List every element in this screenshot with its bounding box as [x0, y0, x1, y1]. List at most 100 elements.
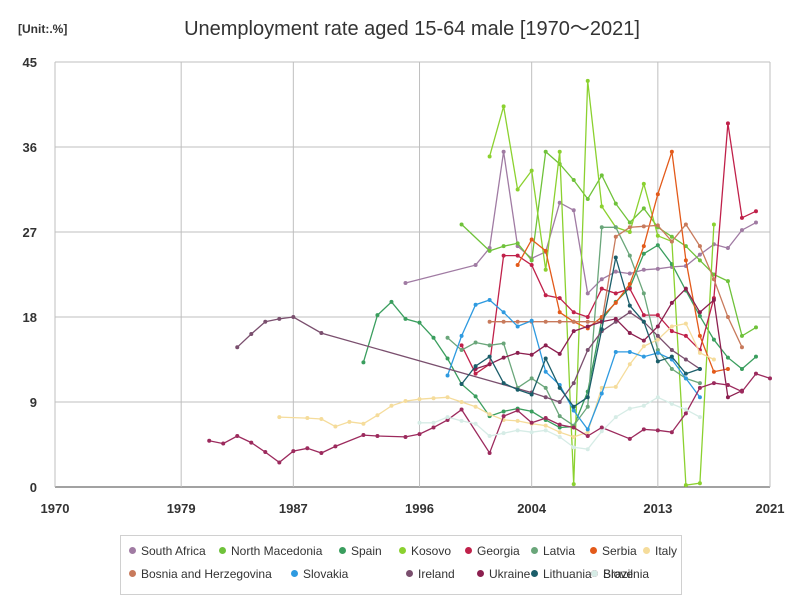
data-point	[697, 395, 702, 400]
data-point	[711, 381, 716, 386]
data-point	[249, 440, 254, 445]
legend-label: Slovakia	[303, 567, 349, 581]
data-point	[697, 415, 702, 420]
data-point	[655, 313, 660, 318]
legend-item: Slovakia	[291, 567, 348, 581]
data-point	[739, 333, 744, 338]
data-point	[361, 360, 366, 365]
data-point	[487, 451, 492, 455]
data-point	[585, 427, 590, 432]
data-point	[711, 357, 716, 362]
data-point	[599, 425, 604, 430]
data-point	[697, 310, 702, 315]
legend-item: Ireland	[406, 567, 455, 581]
data-point	[697, 350, 702, 355]
data-point	[319, 451, 324, 455]
data-point	[627, 271, 632, 276]
legend-item: Spain	[339, 544, 382, 558]
data-point	[571, 319, 576, 324]
legend-label: Georgia	[477, 544, 520, 558]
data-point	[725, 395, 730, 400]
unit-label: [Unit:.%]	[18, 22, 67, 36]
data-point	[669, 354, 674, 359]
series-lithuania	[459, 255, 702, 409]
grid	[54, 61, 771, 488]
data-point	[445, 373, 450, 378]
data-point	[739, 366, 744, 371]
data-point	[515, 387, 520, 392]
data-point	[529, 168, 534, 173]
data-point	[543, 423, 548, 428]
data-point	[669, 239, 674, 244]
legend-marker	[406, 570, 413, 578]
data-point	[557, 414, 562, 419]
data-point	[501, 355, 506, 360]
data-point	[403, 399, 408, 404]
data-point	[641, 181, 646, 186]
data-point	[543, 385, 548, 390]
data-point	[557, 430, 562, 435]
data-point	[739, 215, 744, 220]
x-tick-label: 2013	[643, 501, 672, 516]
legend-marker	[399, 547, 406, 555]
data-point	[389, 403, 394, 408]
series-line	[461, 150, 757, 337]
data-point	[739, 345, 744, 350]
legend-item: Kosovo	[399, 544, 451, 558]
data-point	[585, 324, 590, 329]
data-point	[627, 310, 632, 315]
data-point	[641, 427, 646, 432]
data-point	[669, 430, 674, 435]
data-point	[571, 482, 576, 487]
y-tick-label: 27	[23, 225, 37, 240]
data-point	[683, 407, 688, 412]
data-point	[459, 382, 464, 387]
data-point	[613, 291, 618, 296]
data-point	[571, 445, 576, 450]
data-point	[683, 333, 688, 338]
data-point	[599, 391, 604, 396]
data-point	[571, 381, 576, 386]
legend-marker	[590, 547, 597, 555]
data-point	[697, 366, 702, 371]
data-point	[221, 441, 226, 446]
data-point	[669, 324, 674, 329]
data-point	[207, 438, 212, 443]
data-point	[683, 321, 688, 326]
data-point	[431, 396, 436, 401]
data-point	[487, 343, 492, 348]
data-point	[641, 319, 646, 324]
data-point	[333, 444, 338, 449]
data-point	[319, 417, 324, 421]
data-point	[543, 416, 548, 421]
data-point	[627, 225, 632, 230]
data-point	[529, 409, 534, 414]
data-point	[683, 357, 688, 362]
data-point	[585, 319, 590, 324]
data-point	[585, 291, 590, 296]
x-tick-label: 1996	[405, 501, 434, 516]
data-point	[487, 434, 492, 438]
legend-marker	[591, 570, 598, 578]
data-point	[613, 384, 618, 389]
data-point	[739, 228, 744, 233]
data-point	[543, 395, 548, 400]
data-point	[711, 337, 716, 342]
data-point	[697, 385, 702, 390]
data-point	[459, 222, 464, 227]
data-point	[235, 434, 240, 438]
data-point	[571, 404, 576, 409]
data-point	[711, 298, 716, 302]
data-point	[543, 248, 548, 253]
y-tick-label: 18	[23, 310, 37, 325]
data-point	[543, 343, 548, 348]
data-point	[655, 359, 660, 364]
data-point	[585, 447, 590, 452]
data-point	[655, 266, 660, 271]
data-point	[655, 333, 660, 338]
data-point	[445, 415, 450, 420]
data-point	[319, 331, 324, 336]
data-point	[487, 248, 492, 253]
data-point	[501, 414, 506, 419]
data-point	[683, 244, 688, 249]
